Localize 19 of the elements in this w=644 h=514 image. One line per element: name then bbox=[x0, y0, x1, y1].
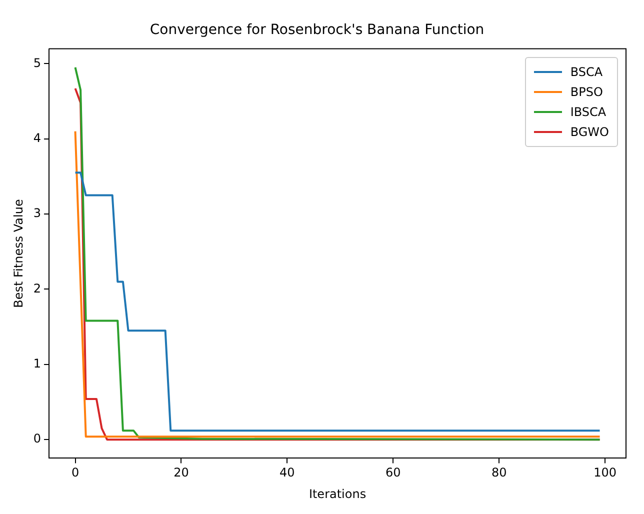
x-tick-label: 40 bbox=[280, 466, 295, 480]
legend-label: BGWO bbox=[570, 124, 609, 139]
y-tick-label: 1 bbox=[33, 356, 42, 371]
y-tick-label: 3 bbox=[33, 206, 42, 220]
legend-label: BSCA bbox=[570, 64, 603, 79]
x-tick-label: 20 bbox=[174, 466, 189, 480]
x-tick-label: 100 bbox=[594, 466, 617, 480]
chart-title: Convergence for Rosenbrock's Banana Function bbox=[150, 22, 484, 38]
y-tick-label: 2 bbox=[33, 281, 42, 296]
x-tick-label: 80 bbox=[491, 466, 507, 480]
y-tick-label: 4 bbox=[33, 130, 42, 145]
y-axis-title: Best Fitness Value bbox=[11, 199, 26, 308]
x-tick-label: 60 bbox=[386, 466, 401, 480]
x-axis-title: Iterations bbox=[308, 486, 366, 501]
legend-label: IBSCA bbox=[570, 104, 606, 119]
legend-label: BPSO bbox=[570, 84, 603, 99]
y-tick-label: 5 bbox=[33, 56, 42, 70]
y-tick-label: 0 bbox=[33, 432, 42, 446]
x-tick-label: 0 bbox=[71, 466, 80, 480]
